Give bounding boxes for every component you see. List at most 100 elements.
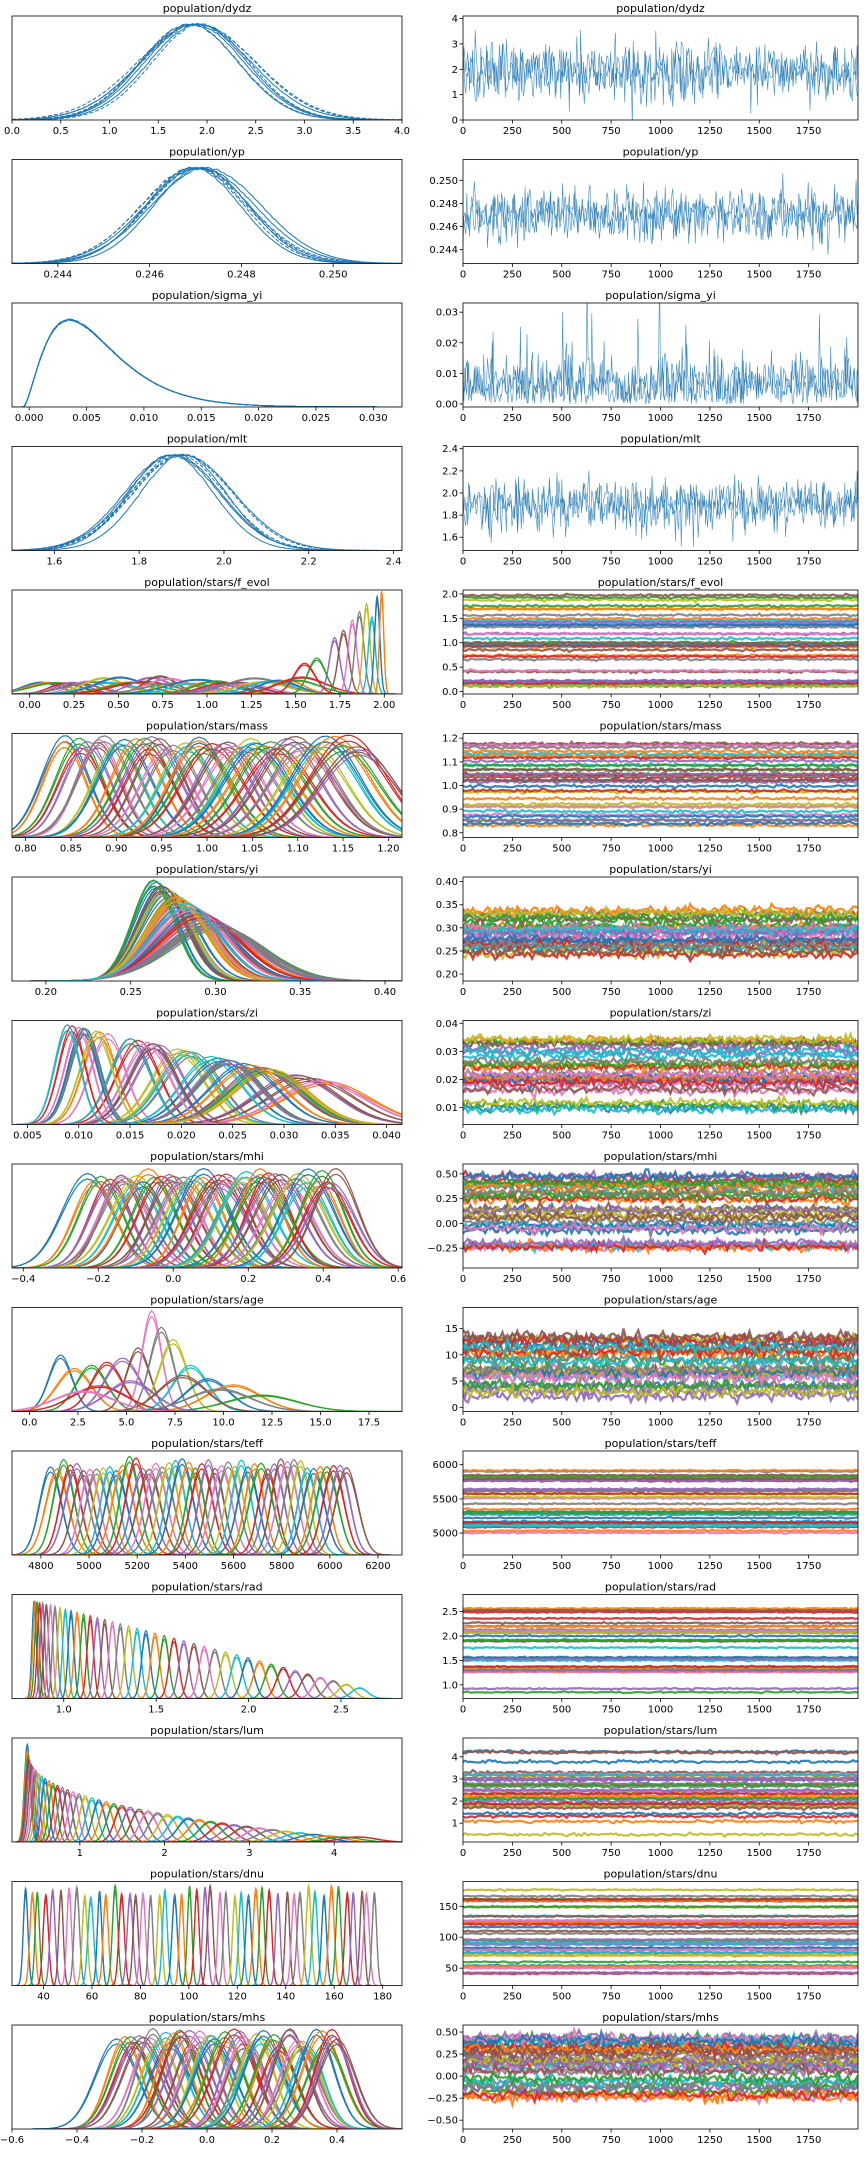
- x-tick-label: 500: [552, 844, 571, 855]
- x-tick-label: 0.4: [329, 2135, 345, 2146]
- trace-series: [463, 1041, 858, 1063]
- y-tick-label: 0.30: [436, 923, 458, 934]
- y-tick-label: 2.0: [442, 589, 458, 600]
- y-tick-label: 3: [452, 39, 458, 50]
- trace-series: [463, 2050, 858, 2075]
- y-tick-label: 0.03: [436, 308, 458, 319]
- panel-title: population/mlt: [620, 433, 701, 446]
- trace-panel: population/stars/mass 0 250 500 750 1000 1250 1…: [442, 720, 859, 855]
- density-curve: [112, 1624, 145, 1699]
- density-curve: [57, 1041, 237, 1125]
- trace-series: [463, 1664, 858, 1669]
- plot-area: [12, 1309, 402, 1412]
- trace-panel: population/sigma_yi 0 250 500 750 1000 1250 150…: [436, 289, 859, 424]
- y-tick-label: 4: [452, 14, 458, 25]
- x-tick-label: 750: [602, 270, 621, 281]
- trace-series: [463, 2069, 858, 2089]
- trace-series: [463, 1813, 858, 1820]
- density-curve: [103, 1468, 195, 1555]
- x-tick-label: 0.015: [116, 1131, 145, 1142]
- x-tick-label: 0.244: [44, 270, 73, 281]
- trace-series: [463, 180, 858, 251]
- x-tick-label: 500: [552, 1131, 571, 1142]
- panel-title: population/yp: [169, 146, 245, 159]
- density-curve: [27, 1177, 226, 1268]
- y-tick-label: 0.01: [436, 369, 458, 380]
- panel-title: population/stars/rad: [605, 1581, 716, 1594]
- x-tick-label: −0.4: [65, 2135, 89, 2146]
- x-tick-label: 5200: [124, 1561, 149, 1572]
- density-curve: [12, 318, 402, 407]
- trace-series: [463, 1507, 858, 1512]
- x-tick-label: 0: [460, 844, 466, 855]
- trace-panel: population/stars/rad 0 250 500 750 1000 1250 15…: [442, 1581, 859, 1716]
- density-curve: [13, 1175, 189, 1268]
- trace-series: [463, 1468, 858, 1473]
- density-curve: [44, 1604, 66, 1699]
- x-tick-label: 1.0: [56, 1705, 72, 1716]
- y-tick-label: 2.0: [442, 1632, 458, 1643]
- plot-area: [463, 592, 858, 690]
- density-panel: population/stars/mhi −0.4 −0.2 0.0 0.2 0.4 0.6: [11, 1150, 406, 1285]
- trace-series: [463, 1515, 858, 1521]
- trace-series: [463, 811, 858, 818]
- density-curve: [40, 1602, 61, 1699]
- x-tick-label: 0.30: [204, 987, 226, 998]
- trace-series: [463, 2059, 858, 2083]
- density-curve: [65, 1610, 90, 1699]
- density-curve: [12, 454, 402, 551]
- trace-series: [463, 656, 858, 663]
- density-curve: [114, 745, 355, 838]
- y-tick-label: 0: [452, 1403, 458, 1414]
- density-curve: [291, 1464, 376, 1555]
- density-curve: [216, 1889, 236, 1986]
- trace-series: [463, 303, 858, 404]
- density-curve: [282, 1465, 372, 1555]
- x-tick-label: 1000: [648, 1418, 673, 1429]
- x-tick-label: 500: [552, 2135, 571, 2146]
- x-tick-label: 160: [325, 1992, 344, 2003]
- x-tick-label: 1500: [747, 1561, 772, 1572]
- x-tick-label: 1750: [796, 1848, 821, 1859]
- trace-series: [463, 1792, 858, 1801]
- density-curve: [282, 1465, 359, 1555]
- density-curve: [51, 1468, 129, 1555]
- density-curve: [210, 1892, 230, 1986]
- trace-series: [463, 1904, 858, 1909]
- plot-area: [463, 1887, 858, 1976]
- density-curve: [12, 166, 402, 264]
- trace-series: [463, 640, 858, 646]
- density-curve: [206, 2038, 338, 2129]
- trace-series: [463, 1501, 858, 1507]
- density-curve: [263, 2028, 401, 2129]
- trace-series: [463, 1494, 858, 1500]
- density-curve: [24, 1772, 53, 1842]
- x-tick-label: 0.40: [374, 987, 396, 998]
- trace-series: [463, 32, 858, 112]
- axes-frame: [11, 446, 403, 551]
- x-tick-label: 750: [602, 1274, 621, 1285]
- trace-series: [463, 1212, 858, 1231]
- x-tick-label: 5800: [269, 1561, 294, 1572]
- x-tick-label: 750: [602, 1131, 621, 1142]
- axes-frame: [462, 1307, 859, 1412]
- x-tick-label: 60: [86, 1992, 99, 2003]
- x-tick-label: 10.0: [212, 1418, 234, 1429]
- trace-series: [463, 1201, 858, 1220]
- density-curve: [247, 1167, 402, 1268]
- x-tick-label: 1750: [796, 700, 821, 711]
- x-tick-label: 0: [460, 1992, 466, 2003]
- x-tick-label: 0.35: [289, 987, 311, 998]
- trace-series: [463, 1945, 858, 1950]
- density-curve: [12, 23, 402, 120]
- density-curve: [173, 1642, 215, 1699]
- panel-title: population/stars/lum: [150, 1724, 264, 1737]
- density-curve: [16, 1891, 36, 1986]
- x-tick-label: 1500: [747, 270, 772, 281]
- density-curve: [263, 2038, 402, 2129]
- density-curve: [207, 746, 402, 838]
- y-tick-label: 2: [452, 1797, 458, 1808]
- x-tick-label: −0.4: [11, 1274, 35, 1285]
- density-curve: [12, 22, 402, 120]
- x-tick-label: 2.5: [333, 1705, 349, 1716]
